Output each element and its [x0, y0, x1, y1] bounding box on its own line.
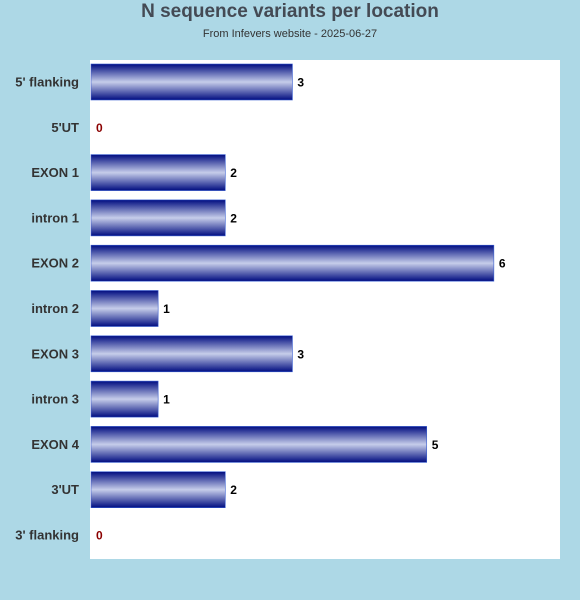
category-label-3-flanking: 3' flanking	[15, 528, 79, 543]
chart-title: N sequence variants per location	[141, 1, 439, 22]
bar-5-flanking	[90, 63, 293, 101]
value-label-5-ut: 0	[96, 121, 103, 135]
bar-exon-2	[90, 244, 495, 282]
category-label-5-flanking: 5' flanking	[15, 75, 79, 90]
value-label-intron-3: 1	[163, 393, 170, 407]
bar-intron-3	[90, 380, 159, 418]
value-label-3-ut: 2	[230, 483, 237, 497]
bar-3-ut	[90, 471, 226, 509]
category-label-5-ut: 5'UT	[51, 120, 79, 135]
value-label-5-flanking: 3	[297, 76, 304, 90]
value-label-intron-2: 1	[163, 302, 170, 316]
category-label-intron-3: intron 3	[31, 392, 79, 407]
bar-exon-1	[90, 154, 226, 191]
value-label-exon-1: 2	[230, 166, 237, 180]
category-label-exon-3: EXON 3	[31, 346, 79, 361]
bar-exon-4	[90, 426, 428, 463]
value-label-3-flanking: 0	[96, 529, 103, 543]
category-label-intron-1: intron 1	[31, 210, 79, 225]
value-label-exon-3: 3	[297, 347, 304, 361]
bar-exon-3	[90, 335, 293, 373]
value-label-exon-2: 6	[499, 257, 506, 271]
bar-intron-1	[90, 199, 226, 237]
category-label-3-ut: 3'UT	[51, 482, 79, 497]
value-label-exon-4: 5	[432, 438, 439, 452]
category-label-exon-4: EXON 4	[31, 437, 79, 452]
value-label-intron-1: 2	[230, 211, 237, 225]
bar-intron-2	[90, 290, 159, 327]
category-label-intron-2: intron 2	[31, 301, 79, 316]
chart-subtitle: From Infevers website - 2025-06-27	[202, 28, 378, 40]
category-label-exon-2: EXON 2	[31, 256, 79, 271]
category-label-exon-1: EXON 1	[31, 165, 79, 180]
